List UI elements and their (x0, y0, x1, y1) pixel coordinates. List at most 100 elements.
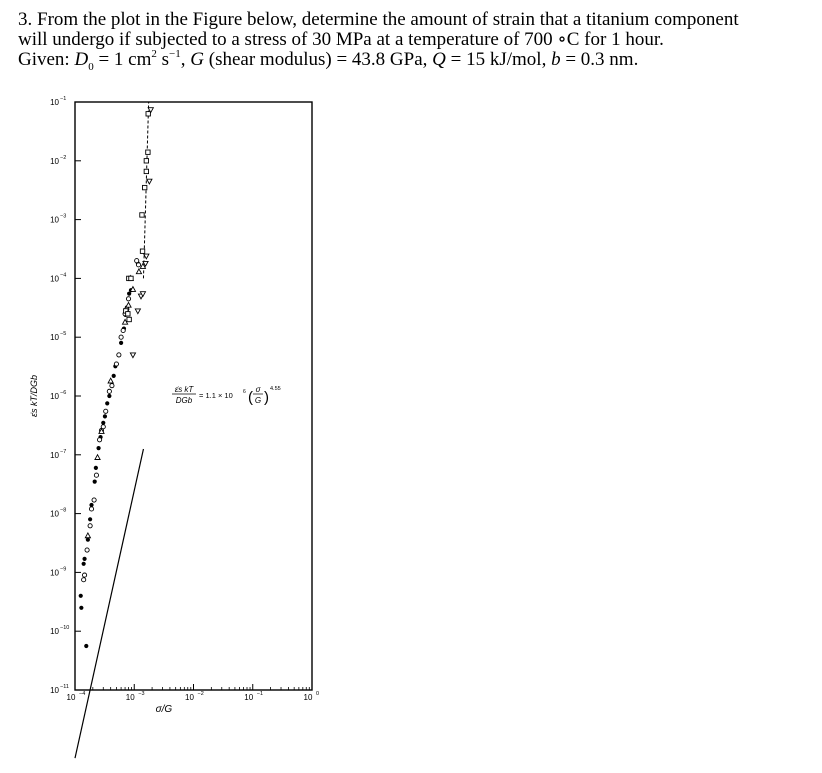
x-tick-label: 10 (304, 693, 313, 702)
question-line-2-text: will undergo if subjected to a stress of… (18, 29, 664, 50)
data-point-filled-circle (78, 593, 83, 598)
given-q-text: = 15 kJ/mol, (445, 49, 552, 70)
data-point-open-square (143, 168, 149, 175)
data-point-open-circle (103, 408, 109, 414)
data-point-open-triangle (94, 453, 101, 460)
data-point-filled-circle (102, 414, 108, 419)
data-point-open-triangle (129, 285, 137, 292)
data-point-filled-circle (88, 517, 93, 522)
given-g-text: (shear modulus) = 43.8 GPa, (204, 49, 433, 70)
data-point-filled-circle (101, 420, 106, 425)
equation-lhs-numerator: ε̇s kT (175, 385, 195, 394)
fit-lines (74, 101, 150, 759)
data-point-open-square (125, 311, 131, 317)
data-point-open-triangle (107, 377, 115, 384)
y-tick-label-exponent: −10 (60, 625, 69, 631)
data-point-filled-circle (105, 401, 110, 406)
equation-right-paren: ) (264, 389, 269, 406)
question-text: 3. From the plot in the Figure below, de… (18, 9, 808, 73)
data-point-open-circle (100, 424, 106, 430)
data-point-filled-circle (119, 340, 124, 345)
y-tick-label-exponent: −6 (60, 390, 66, 396)
data-point-open-circle (125, 296, 132, 302)
y-axis-label: ε̇s kT/DGb (29, 375, 39, 417)
given-d0-value: = 1 cm (93, 49, 152, 70)
data-point-open-square (145, 149, 151, 155)
data-point-open-triangle (135, 267, 143, 275)
equation-power: 4.55 (270, 386, 281, 392)
given-b-text: = 0.3 nm. (560, 49, 639, 70)
y-tick-label-exponent: −4 (60, 272, 66, 278)
x-tick-label-exponent: −2 (198, 691, 204, 697)
question-line-2: will undergo if subjected to a stress of… (18, 30, 808, 50)
y-tick-label: 10 (50, 451, 59, 460)
data-point-open-circle (118, 334, 124, 340)
data-point-open-inverted-triangle (147, 107, 155, 114)
y-tick-label-exponent: −2 (60, 155, 66, 161)
equation-g: G (255, 396, 261, 405)
data-point-filled-circle (85, 537, 90, 542)
x-axis-label: σ/G (156, 704, 173, 715)
x-tick-label: 10 (185, 693, 194, 702)
data-point-filled-circle (111, 373, 116, 378)
y-tick-label: 10 (50, 216, 59, 225)
given-d0-symbol: D (74, 49, 89, 70)
data-point-open-circle (120, 327, 126, 334)
data-point-open-circle (97, 437, 103, 443)
y-tick-label: 10 (50, 627, 59, 636)
data-point-open-square (142, 184, 148, 191)
data-point-open-circle (84, 547, 90, 553)
data-point-open-circle (81, 577, 87, 583)
y-tick-label: 10 (50, 98, 59, 107)
x-tick-label: 10 (126, 693, 135, 702)
data-point-open-triangle (125, 301, 132, 308)
y-tick-label-exponent: −11 (60, 684, 69, 690)
data-point-open-circle (106, 388, 112, 394)
y-tick-label: 10 (50, 510, 59, 519)
data-point-open-circle (135, 262, 142, 268)
data-point-open-circle (134, 258, 140, 264)
equation-left-paren: ( (248, 389, 253, 406)
data-point-open-inverted-triangle (139, 291, 147, 298)
data-point-open-triangle (121, 318, 129, 325)
data-point-open-square (139, 248, 146, 254)
data-point-filled-circle (81, 561, 86, 566)
data-point-open-circle (91, 497, 97, 503)
x-tick-label-exponent: −1 (257, 691, 263, 697)
y-tick-label: 10 (50, 686, 59, 695)
data-points (78, 107, 155, 649)
data-point-filled-circle (84, 643, 89, 649)
y-tick-label-exponent: −1 (60, 96, 66, 102)
question-number: 3. (18, 9, 33, 30)
data-point-open-inverted-triangle (142, 253, 150, 260)
data-point-filled-circle (89, 502, 94, 508)
axis-ticks (74, 101, 313, 691)
x-tick-label-exponent: −3 (138, 691, 144, 697)
x-tick-label-exponent: −4 (79, 691, 85, 697)
axis-labels: 10 −4 10 −3 10 −2 10 −1 10 010 −110 −210 −310 −410 −51… (29, 96, 319, 715)
x-tick-label: 10 (244, 693, 253, 702)
data-point-open-square (139, 212, 145, 218)
given-label: Given: (18, 49, 70, 70)
data-point-open-triangle (139, 262, 147, 269)
y-tick-label-exponent: −9 (60, 566, 66, 572)
y-tick-label-exponent: −5 (60, 331, 66, 337)
data-point-open-square (143, 158, 149, 164)
x-tick-label: 10 (67, 693, 76, 702)
data-point-open-inverted-triangle (146, 178, 153, 185)
equation-lhs-denominator: DGb (176, 396, 193, 405)
fit-line (74, 448, 145, 759)
data-point-open-circle (116, 352, 122, 358)
given-b-symbol: b (551, 49, 561, 70)
data-point-open-circle (93, 472, 99, 478)
given-q-symbol: Q (432, 49, 446, 70)
y-tick-label-exponent: −8 (60, 508, 66, 514)
equation-rhs-coefficient-exponent: 6 (243, 389, 246, 395)
y-tick-label-exponent: −3 (60, 214, 66, 220)
y-tick-label-exponent: −7 (60, 449, 66, 455)
data-point-filled-circle (82, 556, 87, 561)
data-point-open-circle (88, 506, 95, 512)
question-line-1-text: From the plot in the Figure below, deter… (37, 9, 739, 30)
y-tick-label: 10 (50, 333, 59, 342)
